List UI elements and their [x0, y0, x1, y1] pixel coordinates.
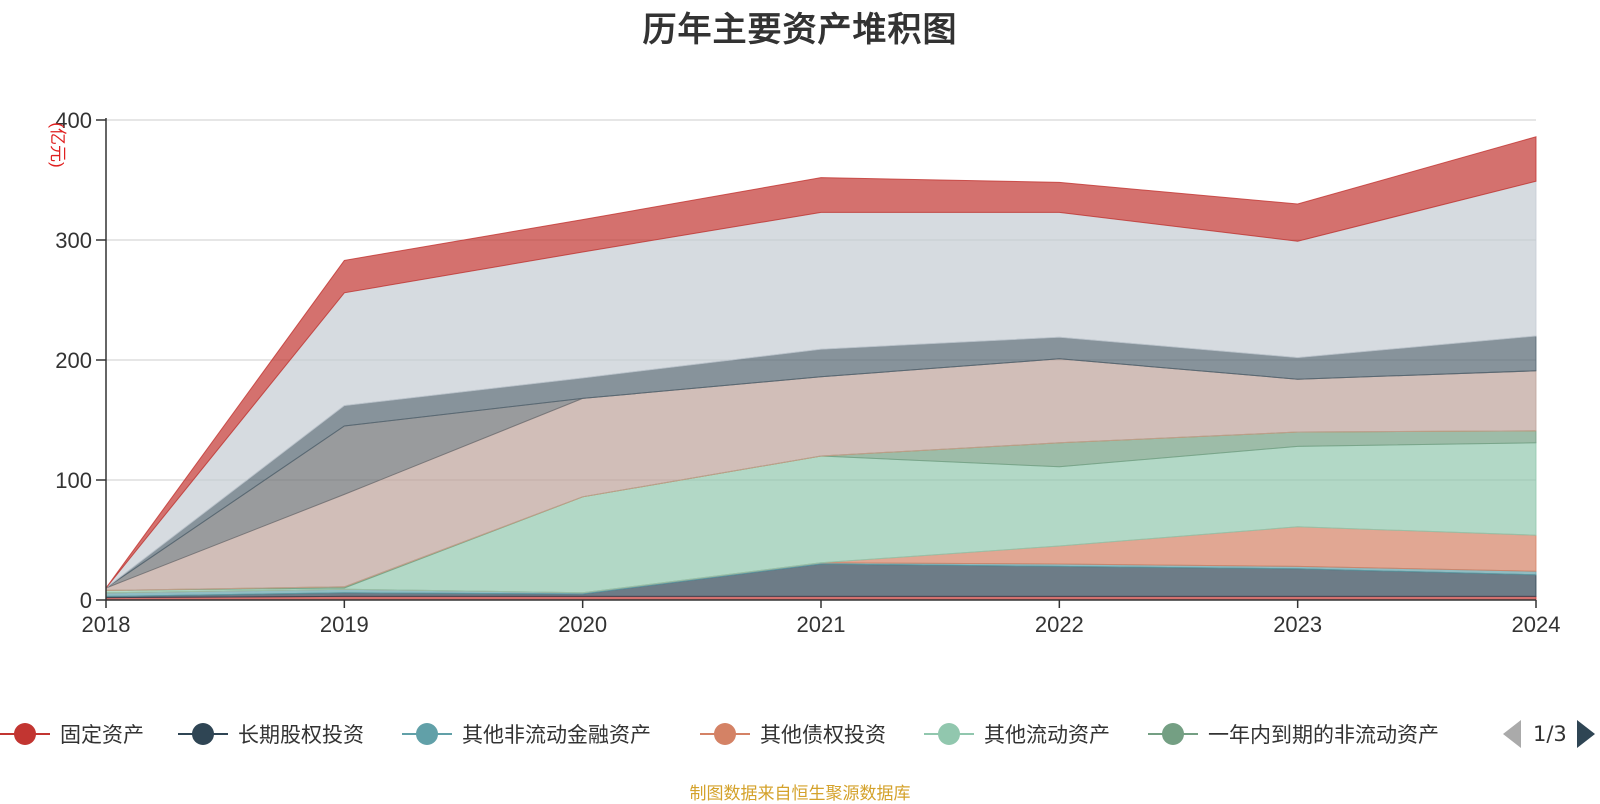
legend-marker-icon: [1148, 716, 1198, 752]
legend-label: 长期股权投资: [238, 723, 364, 747]
chart-title: 历年主要资产堆积图: [642, 10, 958, 50]
legend-page-indicator: 1/3: [1533, 722, 1567, 746]
legend-item-5[interactable]: 一年内到期的非流动资产: [1148, 716, 1439, 752]
legend-label: 其他非流动金融资产: [462, 723, 651, 747]
x-tick-label-2022: 2022: [1035, 612, 1084, 637]
y-tick-label-100: 100: [55, 468, 92, 493]
axes: 0 100 200 300 400 2018 2019 2020 2021 2022 2023 202…: [55, 108, 1560, 637]
x-tick-label-2024: 2024: [1512, 612, 1561, 637]
y-tick-label-300: 300: [55, 228, 92, 253]
legend-next-page-arrow-icon[interactable]: [1576, 720, 1595, 748]
legend-marker-icon: [700, 716, 750, 752]
y-tick-label-0: 0: [80, 588, 92, 613]
legend: 固定资产 长期股权投资 其他非流动金融资产 其他债权投资 其他流动资产 一年内到期的非流动…: [0, 716, 1600, 752]
x-tick-label-2018: 2018: [82, 612, 131, 637]
area-series-11: [105, 136, 1537, 589]
legend-label: 固定资产: [60, 723, 144, 747]
legend-label: 其他债权投资: [760, 723, 886, 747]
legend-label: 一年内到期的非流动资产: [1208, 723, 1439, 747]
legend-prev-page-arrow-icon[interactable]: [1503, 720, 1521, 748]
x-tick-label-2023: 2023: [1273, 612, 1322, 637]
legend-marker-icon: [178, 716, 228, 752]
x-tick-label-2019: 2019: [320, 612, 369, 637]
y-tick-label-200: 200: [55, 348, 92, 373]
legend-marker-icon: [0, 716, 50, 752]
legend-marker-icon: [924, 716, 974, 752]
legend-label: 其他流动资产: [984, 723, 1110, 747]
legend-item-4[interactable]: 其他流动资产: [924, 716, 1110, 752]
stacked-areas: [105, 136, 1537, 601]
legend-item-1[interactable]: 长期股权投资: [178, 716, 364, 752]
source-note: 制图数据来自恒生聚源数据库: [689, 784, 911, 804]
y-tick-label-400: 400: [55, 108, 92, 133]
y-axis-unit-label: (亿元): [48, 122, 67, 167]
legend-item-0[interactable]: 固定资产: [0, 716, 144, 752]
x-tick-label-2021: 2021: [797, 612, 846, 637]
legend-pager: 1/3: [1500, 716, 1600, 752]
x-tick-label-2020: 2020: [558, 612, 607, 637]
legend-item-2[interactable]: 其他非流动金融资产: [402, 716, 651, 752]
legend-item-3[interactable]: 其他债权投资: [700, 716, 886, 752]
legend-marker-icon: [402, 716, 452, 752]
